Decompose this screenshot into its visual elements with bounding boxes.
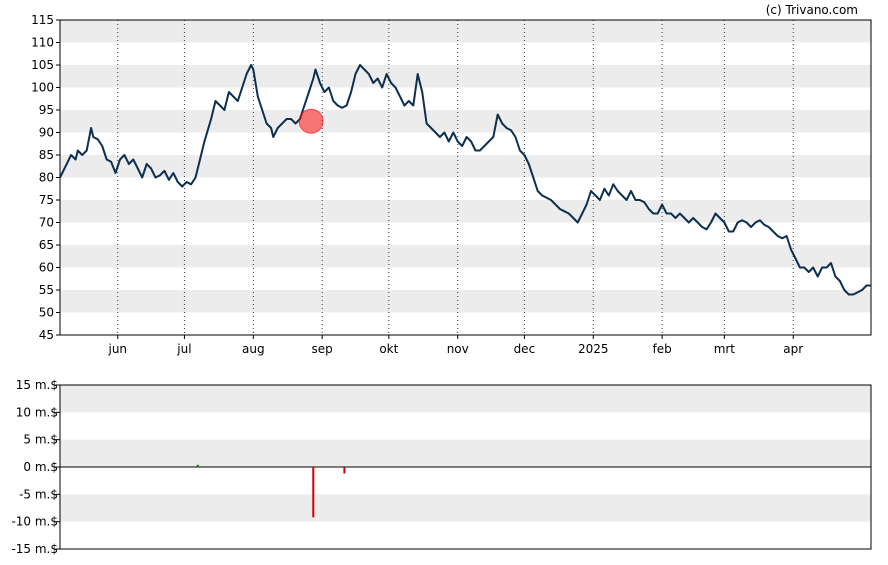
y-tick-label: 90 xyxy=(39,126,54,140)
y-tick-label: 5 m.$ xyxy=(23,433,58,447)
grid-band xyxy=(60,290,871,313)
y-tick-label: -10 m.$ xyxy=(11,515,58,529)
grid-band xyxy=(60,385,871,413)
price-line xyxy=(59,64,871,296)
grid-band xyxy=(60,110,871,133)
credit-text: (c) Trivano.com xyxy=(766,3,858,17)
y-tick-label: 105 xyxy=(31,58,54,72)
x-tick-label: aug xyxy=(242,342,265,356)
grid-band xyxy=(60,439,871,467)
y-tick-label: -5 m.$ xyxy=(19,487,58,501)
y-tick-label: 110 xyxy=(31,36,54,50)
y-tick-label: 95 xyxy=(39,103,54,117)
y-tick-label: 55 xyxy=(39,283,54,297)
x-tick-label: dec xyxy=(514,342,536,356)
grid-band xyxy=(60,245,871,268)
y-tick-label: 80 xyxy=(39,171,54,185)
y-tick-label: 75 xyxy=(39,193,54,207)
x-tick-label: sep xyxy=(312,342,333,356)
y-tick-label: 70 xyxy=(39,216,54,230)
x-tick-label: 2025 xyxy=(578,342,609,356)
x-tick-label: okt xyxy=(379,342,398,356)
y-tick-label: 85 xyxy=(39,148,54,162)
x-tick-label: jun xyxy=(107,342,127,356)
grid-band xyxy=(60,65,871,88)
volume-frame xyxy=(59,384,872,550)
y-tick-label: 100 xyxy=(31,81,54,95)
volume-panel: 15 m.$ 10 m.$ 5 m.$ 0 m.$ -5 m.$ -10 m.$ -15 m… xyxy=(11,378,872,556)
grid-band xyxy=(60,200,871,223)
x-tick-label: jul xyxy=(176,342,191,356)
x-tick-label: nov xyxy=(447,342,469,356)
grid-band xyxy=(60,155,871,178)
y-tick-label: 0 m.$ xyxy=(23,460,58,474)
y-tick-label: 15 m.$ xyxy=(16,378,58,392)
grid-band xyxy=(60,494,871,522)
y-tick-label: 115 xyxy=(31,13,54,27)
x-tick-label: mrt xyxy=(714,342,736,356)
y-tick-label: 45 xyxy=(39,328,54,342)
price-panel: jun jul aug sep okt nov dec 2025 feb mrt apr 45 50 55… xyxy=(31,13,872,356)
x-tick-label: apr xyxy=(783,342,803,356)
x-tick-label: feb xyxy=(653,342,672,356)
y-tick-label: -15 m.$ xyxy=(11,542,58,556)
grid-band xyxy=(60,20,871,43)
highlight-marker xyxy=(298,108,324,134)
y-tick-label: 65 xyxy=(39,238,54,252)
y-tick-label: 60 xyxy=(39,261,54,275)
y-tick-label: 50 xyxy=(39,306,54,320)
y-tick-label: 10 m.$ xyxy=(16,405,58,419)
